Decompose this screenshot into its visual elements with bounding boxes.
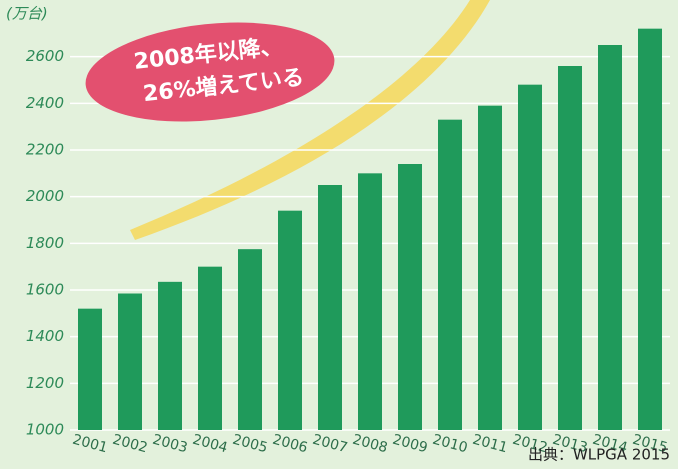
bar <box>278 211 302 430</box>
bar <box>238 249 262 430</box>
y-tick-label: 2000 <box>26 187 64 205</box>
source: 出典：WLPGA 2015 <box>528 446 670 464</box>
y-tick-label: 2200 <box>26 141 64 159</box>
unit-label: (万台) <box>6 5 48 23</box>
bar <box>398 164 422 430</box>
bar <box>598 45 622 430</box>
bar <box>158 282 182 430</box>
y-tick-label: 2400 <box>26 94 64 112</box>
bar <box>318 185 342 430</box>
bar <box>198 267 222 430</box>
y-tick-label: 1800 <box>26 234 64 252</box>
bar <box>358 173 382 430</box>
y-tick-label: 1200 <box>26 374 64 392</box>
bar <box>118 294 142 431</box>
chart: (万台) 1000 1200 1400 1600 1800 2000 2200 2400 260… <box>0 0 678 469</box>
bar <box>638 29 662 430</box>
bar <box>558 66 582 430</box>
bar <box>78 309 102 430</box>
y-tick-label: 1400 <box>26 327 64 345</box>
y-tick-label: 2600 <box>26 47 64 65</box>
bar <box>438 120 462 430</box>
y-tick-label: 1000 <box>26 421 64 439</box>
y-tick-label: 1600 <box>26 281 64 299</box>
bar <box>518 85 542 430</box>
bar <box>478 106 502 430</box>
